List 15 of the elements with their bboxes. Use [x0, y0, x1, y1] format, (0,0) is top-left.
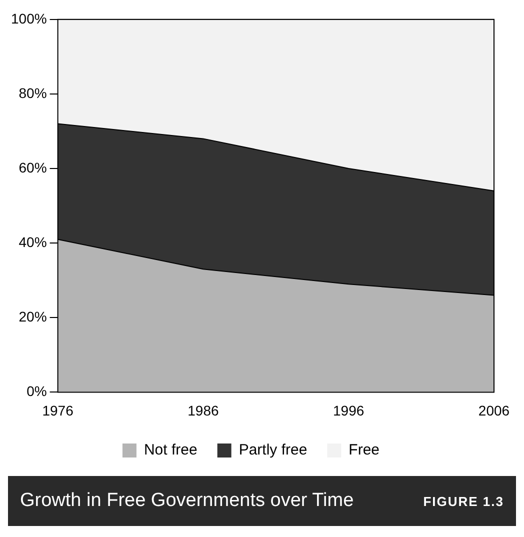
caption: FIGURE 1.3: [423, 494, 504, 508]
x-tick-label: 2006: [478, 402, 510, 418]
legend-label: Partly free: [238, 442, 308, 459]
x-tick-label: 1996: [333, 402, 364, 418]
legend-label: Free: [348, 442, 380, 459]
x-tick-label: 1976: [42, 402, 74, 418]
x-tick-label: 1986: [188, 402, 219, 418]
y-tick-label: 60%: [18, 159, 47, 176]
legend-label: Not free: [144, 442, 198, 459]
y-tick-label: 0%: [26, 383, 47, 400]
y-tick-label: 20%: [18, 308, 47, 324]
y-tick-label: 40%: [18, 234, 47, 250]
y-tick-label: 80%: [18, 84, 47, 101]
text: Growth in Free Governments over Time: [20, 490, 354, 512]
y-tick-label: 100%: [10, 10, 47, 26]
